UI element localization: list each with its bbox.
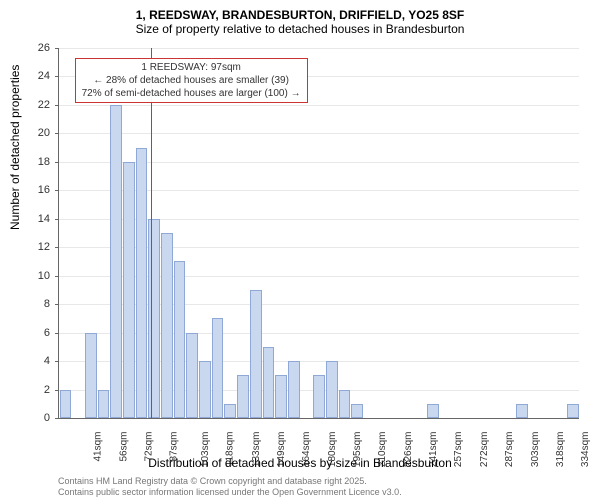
histogram-bar [148,219,160,418]
histogram-bar [199,361,211,418]
histogram-bar [237,375,249,418]
chart-container: 1, REEDSWAY, BRANDESBURTON, DRIFFIELD, Y… [0,0,600,500]
histogram-bar [263,347,275,418]
histogram-bar [313,375,325,418]
y-tick-label: 8 [26,298,50,310]
histogram-bar [212,318,224,418]
y-tick-label: 26 [26,42,50,54]
histogram-bar [60,390,72,418]
histogram-bar [250,290,262,418]
x-axis-label: Distribution of detached houses by size … [0,456,600,470]
y-tick-label: 4 [26,355,50,367]
footer-attribution: Contains HM Land Registry data © Crown c… [58,476,402,498]
property-marker-line [151,48,152,418]
histogram-bar [174,261,186,418]
y-tick-label: 0 [26,412,50,424]
annotation-box: 1 REEDSWAY: 97sqm ← 28% of detached hous… [75,58,308,103]
annotation-line2: ← 28% of detached houses are smaller (39… [82,74,301,87]
histogram-bar [326,361,338,418]
chart-title-sub: Size of property relative to detached ho… [0,22,600,40]
y-tick-label: 22 [26,99,50,111]
histogram-bar [288,361,300,418]
y-tick-label: 18 [26,156,50,168]
annotation-line3: 72% of semi-detached houses are larger (… [82,87,301,100]
y-tick-label: 14 [26,213,50,225]
histogram-bar [567,404,579,418]
plot-area: 1 REEDSWAY: 97sqm ← 28% of detached hous… [58,48,579,419]
histogram-bar [516,404,528,418]
y-tick-label: 12 [26,241,50,253]
histogram-bar [224,404,236,418]
y-tick-label: 24 [26,70,50,82]
y-tick-label: 6 [26,327,50,339]
y-tick-label: 2 [26,384,50,396]
footer-line1: Contains HM Land Registry data © Crown c… [58,476,402,487]
histogram-bar [339,390,351,418]
histogram-bar [186,333,198,418]
histogram-bar [275,375,287,418]
histogram-bar [110,105,122,418]
histogram-bars [59,48,579,418]
y-axis-label: Number of detached properties [8,65,22,230]
histogram-bar [98,390,110,418]
y-tick-label: 20 [26,127,50,139]
histogram-bar [85,333,97,418]
footer-line2: Contains public sector information licen… [58,487,402,498]
chart-title-main: 1, REEDSWAY, BRANDESBURTON, DRIFFIELD, Y… [0,0,600,22]
histogram-bar [136,148,148,418]
histogram-bar [427,404,439,418]
histogram-bar [351,404,363,418]
y-tick-label: 10 [26,270,50,282]
y-tick-label: 16 [26,184,50,196]
histogram-bar [161,233,173,418]
histogram-bar [123,162,135,418]
annotation-line1: 1 REEDSWAY: 97sqm [82,61,301,74]
